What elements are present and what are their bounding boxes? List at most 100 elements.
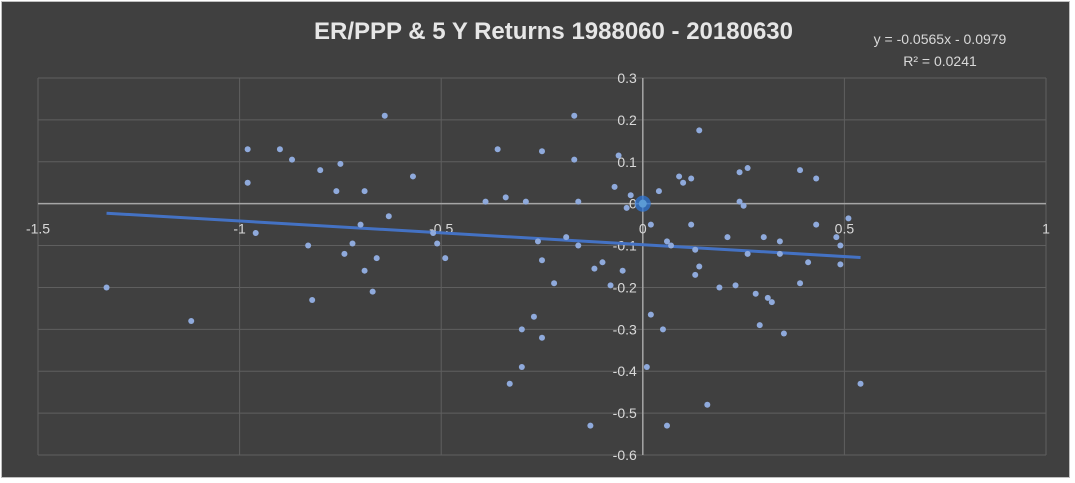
data-point bbox=[369, 288, 376, 295]
data-point bbox=[591, 265, 598, 272]
data-point bbox=[623, 204, 630, 211]
data-point bbox=[780, 330, 787, 337]
trendline-r2-text: R² = 0.0241 bbox=[903, 53, 977, 69]
data-point bbox=[575, 198, 582, 205]
data-point bbox=[647, 311, 654, 318]
data-point bbox=[676, 173, 683, 180]
x-tick-label: -1.5 bbox=[26, 221, 50, 237]
trendline-equation-text: y = -0.0565x - 0.0979 bbox=[873, 31, 1007, 47]
data-point bbox=[442, 255, 449, 262]
data-point bbox=[619, 267, 626, 274]
data-point bbox=[797, 167, 804, 174]
trendline bbox=[106, 211, 861, 259]
data-point bbox=[837, 261, 844, 268]
data-point bbox=[539, 257, 545, 264]
y-tick-label: -0.3 bbox=[613, 321, 637, 337]
data-point bbox=[736, 169, 743, 176]
data-point bbox=[663, 238, 670, 245]
data-point bbox=[724, 234, 731, 241]
data-point bbox=[655, 188, 662, 195]
data-point bbox=[740, 202, 747, 209]
data-point bbox=[764, 294, 771, 301]
data-point bbox=[833, 234, 840, 241]
trendline-layer bbox=[106, 211, 861, 259]
data-point bbox=[381, 112, 388, 119]
y-tick-label: -0.2 bbox=[613, 279, 637, 295]
data-point bbox=[530, 313, 537, 320]
data-point bbox=[575, 242, 582, 249]
data-point bbox=[668, 242, 675, 249]
data-point bbox=[611, 183, 618, 190]
data-point bbox=[361, 188, 368, 195]
highlighted-point bbox=[638, 199, 647, 208]
data-point bbox=[317, 167, 324, 174]
x-tick-label: 1 bbox=[1042, 221, 1050, 237]
axes bbox=[38, 78, 1046, 455]
data-point bbox=[430, 229, 437, 236]
chart-title: ER/PPP & 5 Y Returns 1988060 - 20180630 bbox=[314, 18, 793, 45]
data-point bbox=[744, 250, 751, 257]
data-point bbox=[704, 401, 711, 408]
data-point bbox=[752, 290, 759, 297]
x-tick-label: -1 bbox=[233, 221, 246, 237]
data-point bbox=[563, 234, 570, 241]
y-tick-label: 0.2 bbox=[617, 112, 637, 128]
data-point bbox=[663, 422, 670, 429]
data-point bbox=[385, 213, 392, 220]
data-point bbox=[571, 156, 578, 163]
data-point bbox=[692, 246, 699, 253]
data-point bbox=[659, 326, 666, 333]
y-tick-label: 0 bbox=[629, 196, 637, 212]
data-point bbox=[716, 284, 723, 291]
data-point bbox=[571, 112, 578, 119]
data-point bbox=[482, 198, 489, 205]
data-point bbox=[188, 317, 195, 324]
data-point bbox=[373, 255, 380, 262]
data-point bbox=[599, 259, 606, 266]
data-point bbox=[688, 221, 695, 228]
data-point bbox=[103, 284, 110, 291]
data-point bbox=[289, 156, 296, 163]
y-tick-label: -0.6 bbox=[613, 447, 637, 463]
data-point bbox=[776, 250, 783, 257]
data-points bbox=[103, 112, 864, 429]
data-point bbox=[607, 282, 614, 289]
data-point bbox=[361, 267, 368, 274]
y-tick-label: -0.1 bbox=[613, 238, 637, 254]
trendline-equation: y = -0.0565x - 0.0979 R² = 0.0241 bbox=[830, 28, 1050, 72]
data-point bbox=[647, 221, 654, 228]
data-point bbox=[244, 146, 251, 153]
data-point bbox=[744, 165, 751, 172]
data-point bbox=[551, 280, 558, 287]
x-tick-label: 0.5 bbox=[835, 221, 855, 237]
data-point bbox=[615, 152, 622, 159]
data-point bbox=[736, 198, 743, 205]
data-point bbox=[252, 229, 259, 236]
y-tick-label: -0.5 bbox=[613, 405, 637, 421]
data-point bbox=[696, 263, 703, 270]
data-point bbox=[845, 215, 852, 222]
data-point bbox=[244, 179, 251, 186]
data-point bbox=[768, 299, 775, 306]
gridlines bbox=[37, 77, 1047, 456]
y-tick-label: 0.3 bbox=[617, 70, 637, 86]
tick-labels: -1.5 -1 -0.5 0 0.5 10.30.20.10-0.1-0.2-0.3-0.… bbox=[26, 70, 1050, 463]
data-point bbox=[627, 192, 634, 199]
data-point bbox=[732, 282, 739, 289]
y-tick-label: -0.4 bbox=[613, 363, 637, 379]
data-point bbox=[522, 198, 529, 205]
data-point bbox=[539, 334, 545, 341]
data-point bbox=[837, 242, 844, 249]
data-point bbox=[434, 240, 441, 247]
data-point bbox=[409, 173, 416, 180]
data-point bbox=[539, 148, 545, 155]
data-point bbox=[760, 234, 767, 241]
data-point bbox=[534, 238, 541, 245]
data-point bbox=[494, 146, 501, 153]
data-point bbox=[349, 240, 356, 247]
data-point bbox=[813, 175, 820, 182]
data-point bbox=[805, 259, 812, 266]
data-point bbox=[305, 242, 312, 249]
data-point bbox=[680, 179, 687, 186]
